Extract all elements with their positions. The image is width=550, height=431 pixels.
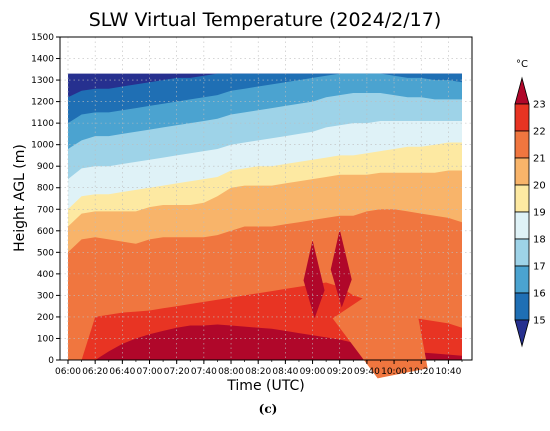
x-tick-label: 09:40	[354, 367, 380, 377]
y-tick-label: 1400	[31, 55, 54, 65]
y-tick-label: 200	[37, 313, 54, 323]
colorbar-label: 21	[533, 154, 546, 165]
colorbar-label: 15	[533, 316, 546, 327]
y-tick-label: 1100	[31, 119, 54, 129]
colorbar: 15 16 17 18 19 20 21 22 23	[514, 76, 546, 348]
colorbar-label: 20	[533, 181, 546, 192]
x-tick-label: 09:00	[300, 367, 326, 377]
colorbar-segment	[514, 130, 530, 159]
x-tick-label: 10:20	[408, 367, 434, 377]
x-tick-label: 08:00	[218, 367, 244, 377]
x-tick-label: 08:20	[245, 367, 271, 377]
x-tick-label: 07:40	[191, 367, 217, 377]
x-tick-label: 10:40	[435, 367, 461, 377]
contour-fills	[68, 73, 462, 379]
colorbar-top-arrow	[514, 76, 530, 105]
y-tick-label: 600	[37, 227, 54, 237]
colorbar-segment	[514, 265, 530, 294]
y-tick-label: 800	[37, 184, 54, 194]
x-tick-label: 06:00	[55, 367, 81, 377]
y-tick-label: 100	[37, 334, 54, 344]
x-axis-ticks: 06:00 06:20 06:40 07:00 07:20 07:40 08:00 08:20…	[55, 360, 463, 377]
x-tick-label: 06:20	[82, 367, 108, 377]
plot-frame	[59, 36, 473, 361]
y-tick-label: 900	[37, 162, 54, 172]
x-tick-label: 08:40	[272, 367, 298, 377]
colorbar-segment	[514, 157, 530, 186]
colorbar-label: 16	[533, 289, 546, 300]
y-tick-label: 1000	[31, 141, 54, 151]
x-axis-label: Time (UTC)	[226, 378, 304, 394]
x-tick-label: 06:40	[109, 367, 135, 377]
warm-pocket-2	[330, 229, 352, 308]
colorbar-unit: °C	[516, 59, 528, 70]
colorbar-label: 17	[533, 262, 546, 273]
x-tick-label: 07:00	[137, 367, 163, 377]
x-tick-label: 09:20	[327, 367, 353, 377]
figure-caption: (c)	[259, 402, 278, 416]
colorbar-label: 19	[533, 208, 546, 219]
colorbar-segment	[514, 211, 530, 240]
y-tick-label: 1300	[31, 76, 54, 86]
grid-lines	[60, 36, 472, 361]
colorbar-label: 23	[533, 100, 546, 111]
y-tick-label: 700	[37, 205, 54, 215]
y-axis-label: Height AGL (m)	[12, 144, 28, 252]
y-tick-label: 1200	[31, 98, 54, 108]
y-tick-label: 300	[37, 291, 54, 301]
cool-pocket	[332, 288, 428, 379]
chart-title: SLW Virtual Temperature (2024/2/17)	[89, 9, 442, 31]
y-tick-label: 0	[48, 356, 54, 366]
y-tick-label: 1500	[31, 33, 54, 43]
colorbar-segment	[514, 292, 530, 321]
colorbar-segment	[514, 184, 530, 213]
warm-pocket-1	[303, 240, 325, 319]
colorbar-label: 18	[533, 235, 546, 246]
colorbar-segment	[514, 103, 530, 132]
y-tick-label: 500	[37, 248, 54, 258]
y-axis-ticks: 0 100 200 300 400 500 600 700 800 900 1000 1100 1200…	[31, 33, 60, 366]
x-tick-label: 07:20	[164, 367, 190, 377]
colorbar-segment	[514, 238, 530, 267]
y-tick-label: 400	[37, 270, 54, 280]
x-tick-label: 10:00	[381, 367, 407, 377]
colorbar-label: 22	[533, 127, 546, 138]
colorbar-bottom-arrow	[514, 319, 530, 348]
